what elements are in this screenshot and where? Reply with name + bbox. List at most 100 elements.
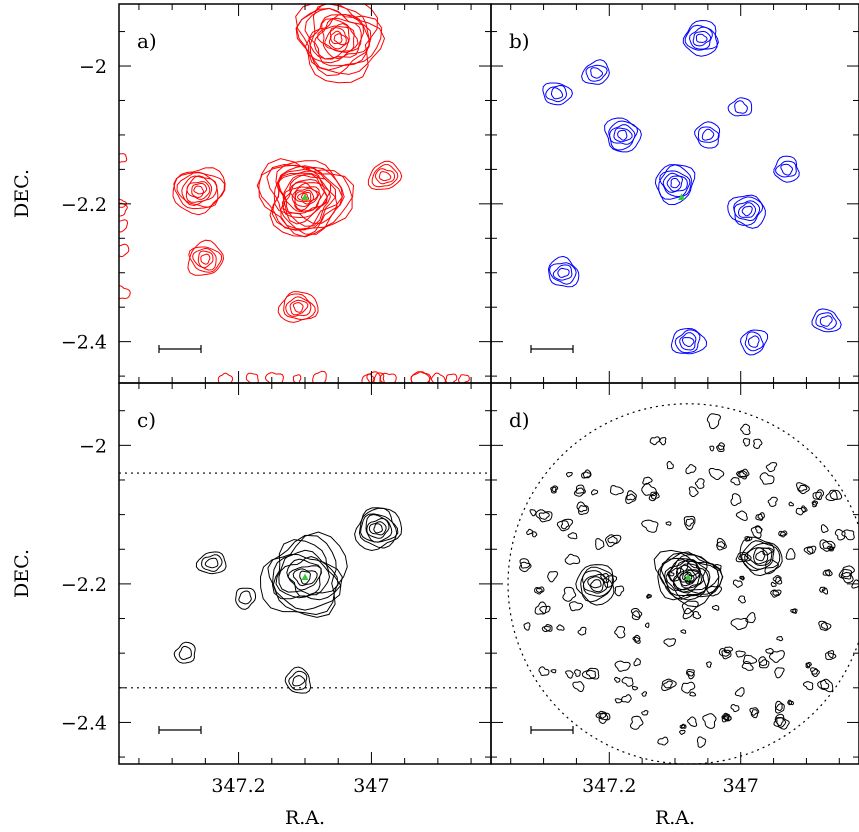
contour-source-4 xyxy=(292,675,306,687)
contour-source-4 xyxy=(548,262,577,285)
x-tick-label: 347 xyxy=(723,775,759,797)
contour-source-5 xyxy=(681,336,695,348)
contour-source-1 xyxy=(368,521,387,536)
contour-source-0 xyxy=(653,549,724,608)
contour-source-0 xyxy=(278,555,331,596)
contour-source-7 xyxy=(581,59,610,85)
noise-contour xyxy=(834,528,846,541)
contour-source-12 xyxy=(744,331,764,352)
contour-source-1 xyxy=(613,127,633,143)
contour-source-11 xyxy=(815,312,837,330)
noise-contour xyxy=(788,700,793,705)
noise-contour xyxy=(681,681,696,694)
noise-contour xyxy=(683,515,696,531)
contour-source-6 xyxy=(550,87,564,100)
noise-contour xyxy=(614,698,623,704)
noise-contour xyxy=(792,608,796,614)
noise-contour xyxy=(556,518,573,532)
edge-noise-contour xyxy=(119,243,130,258)
contour-source-5 xyxy=(235,587,256,610)
contour-source-0 xyxy=(654,164,696,206)
contour-source-0 xyxy=(267,534,337,618)
noise-contour xyxy=(841,529,855,541)
noise-contour xyxy=(663,680,673,689)
noise-contour xyxy=(730,493,742,507)
noise-contour xyxy=(717,541,726,549)
contour-source-3 xyxy=(737,202,757,218)
noise-contour xyxy=(534,586,545,595)
noise-contour xyxy=(702,713,717,729)
noise-contour xyxy=(576,501,589,516)
panel-b xyxy=(490,3,859,384)
y-tick-label: −2.4 xyxy=(61,332,107,354)
contour-source-0 xyxy=(665,554,708,601)
contour-source-1 xyxy=(296,191,312,203)
noise-contour xyxy=(829,490,838,500)
contour-source-5 xyxy=(670,327,708,355)
contour-source-2 xyxy=(313,17,362,60)
noise-contour xyxy=(820,679,830,690)
noise-contour xyxy=(774,716,790,730)
contour-source-4 xyxy=(188,246,223,273)
contour-source-5 xyxy=(289,299,309,316)
noise-contour xyxy=(819,539,836,552)
contour-source-5 xyxy=(679,332,697,351)
noise-contour xyxy=(706,413,722,430)
edge-noise-contour xyxy=(361,373,376,383)
contour-source-2 xyxy=(692,30,712,47)
noise-contour xyxy=(529,509,537,517)
contour-source-1 xyxy=(266,163,343,235)
contour-source-2 xyxy=(753,547,769,565)
noise-contour xyxy=(745,611,756,624)
noise-contour xyxy=(805,661,812,669)
contour-source-7 xyxy=(585,64,608,82)
noise-contour xyxy=(641,691,648,697)
noise-contour xyxy=(711,604,720,611)
noise-contour xyxy=(820,524,829,534)
contour-source-4 xyxy=(288,670,308,691)
noise-contour xyxy=(560,520,570,530)
contour-source-2 xyxy=(308,13,365,60)
noise-contour xyxy=(758,659,768,667)
noise-contour xyxy=(641,709,649,716)
contour-source-2 xyxy=(195,551,227,575)
noise-contour xyxy=(686,668,695,680)
edge-noise-contour xyxy=(119,199,128,208)
x-axis-label: R.A. xyxy=(285,807,325,829)
noise-contour xyxy=(721,650,730,657)
noise-contour xyxy=(776,635,784,642)
contour-source-12 xyxy=(748,335,760,348)
contour-source-1 xyxy=(294,189,315,205)
noise-contour xyxy=(565,471,573,478)
noise-contour xyxy=(750,525,763,539)
contour-source-2 xyxy=(695,33,708,44)
noise-contour xyxy=(765,647,774,655)
noise-contour xyxy=(818,620,832,631)
noise-contour xyxy=(774,667,785,679)
source-marker-triangle xyxy=(301,193,309,200)
contour-source-0 xyxy=(658,164,692,200)
x-tick-label: 347.2 xyxy=(211,775,265,797)
noise-contour xyxy=(736,470,748,480)
contour-source-1 xyxy=(300,192,310,201)
x-tick-label: 347.2 xyxy=(582,775,636,797)
contour-source-2 xyxy=(295,7,383,71)
noise-contour xyxy=(838,568,854,584)
edge-noise-contour xyxy=(119,285,131,300)
contour-source-4 xyxy=(552,264,573,281)
noise-contour xyxy=(775,703,783,712)
contour-source-2 xyxy=(741,540,781,572)
edge-noise-contour xyxy=(430,372,446,383)
noise-contour xyxy=(753,438,763,450)
contour-source-1 xyxy=(273,170,338,224)
contour-source-2 xyxy=(309,4,370,77)
contour-source-2 xyxy=(295,4,379,84)
noise-contour xyxy=(523,622,531,631)
panel-frame xyxy=(490,382,859,765)
contour-source-2 xyxy=(684,24,719,51)
noise-contour xyxy=(568,601,584,612)
edge-noise-contour xyxy=(245,372,259,383)
field-of-view-circle xyxy=(507,403,859,764)
noise-contour xyxy=(755,526,763,534)
contour-source-0 xyxy=(663,558,711,594)
